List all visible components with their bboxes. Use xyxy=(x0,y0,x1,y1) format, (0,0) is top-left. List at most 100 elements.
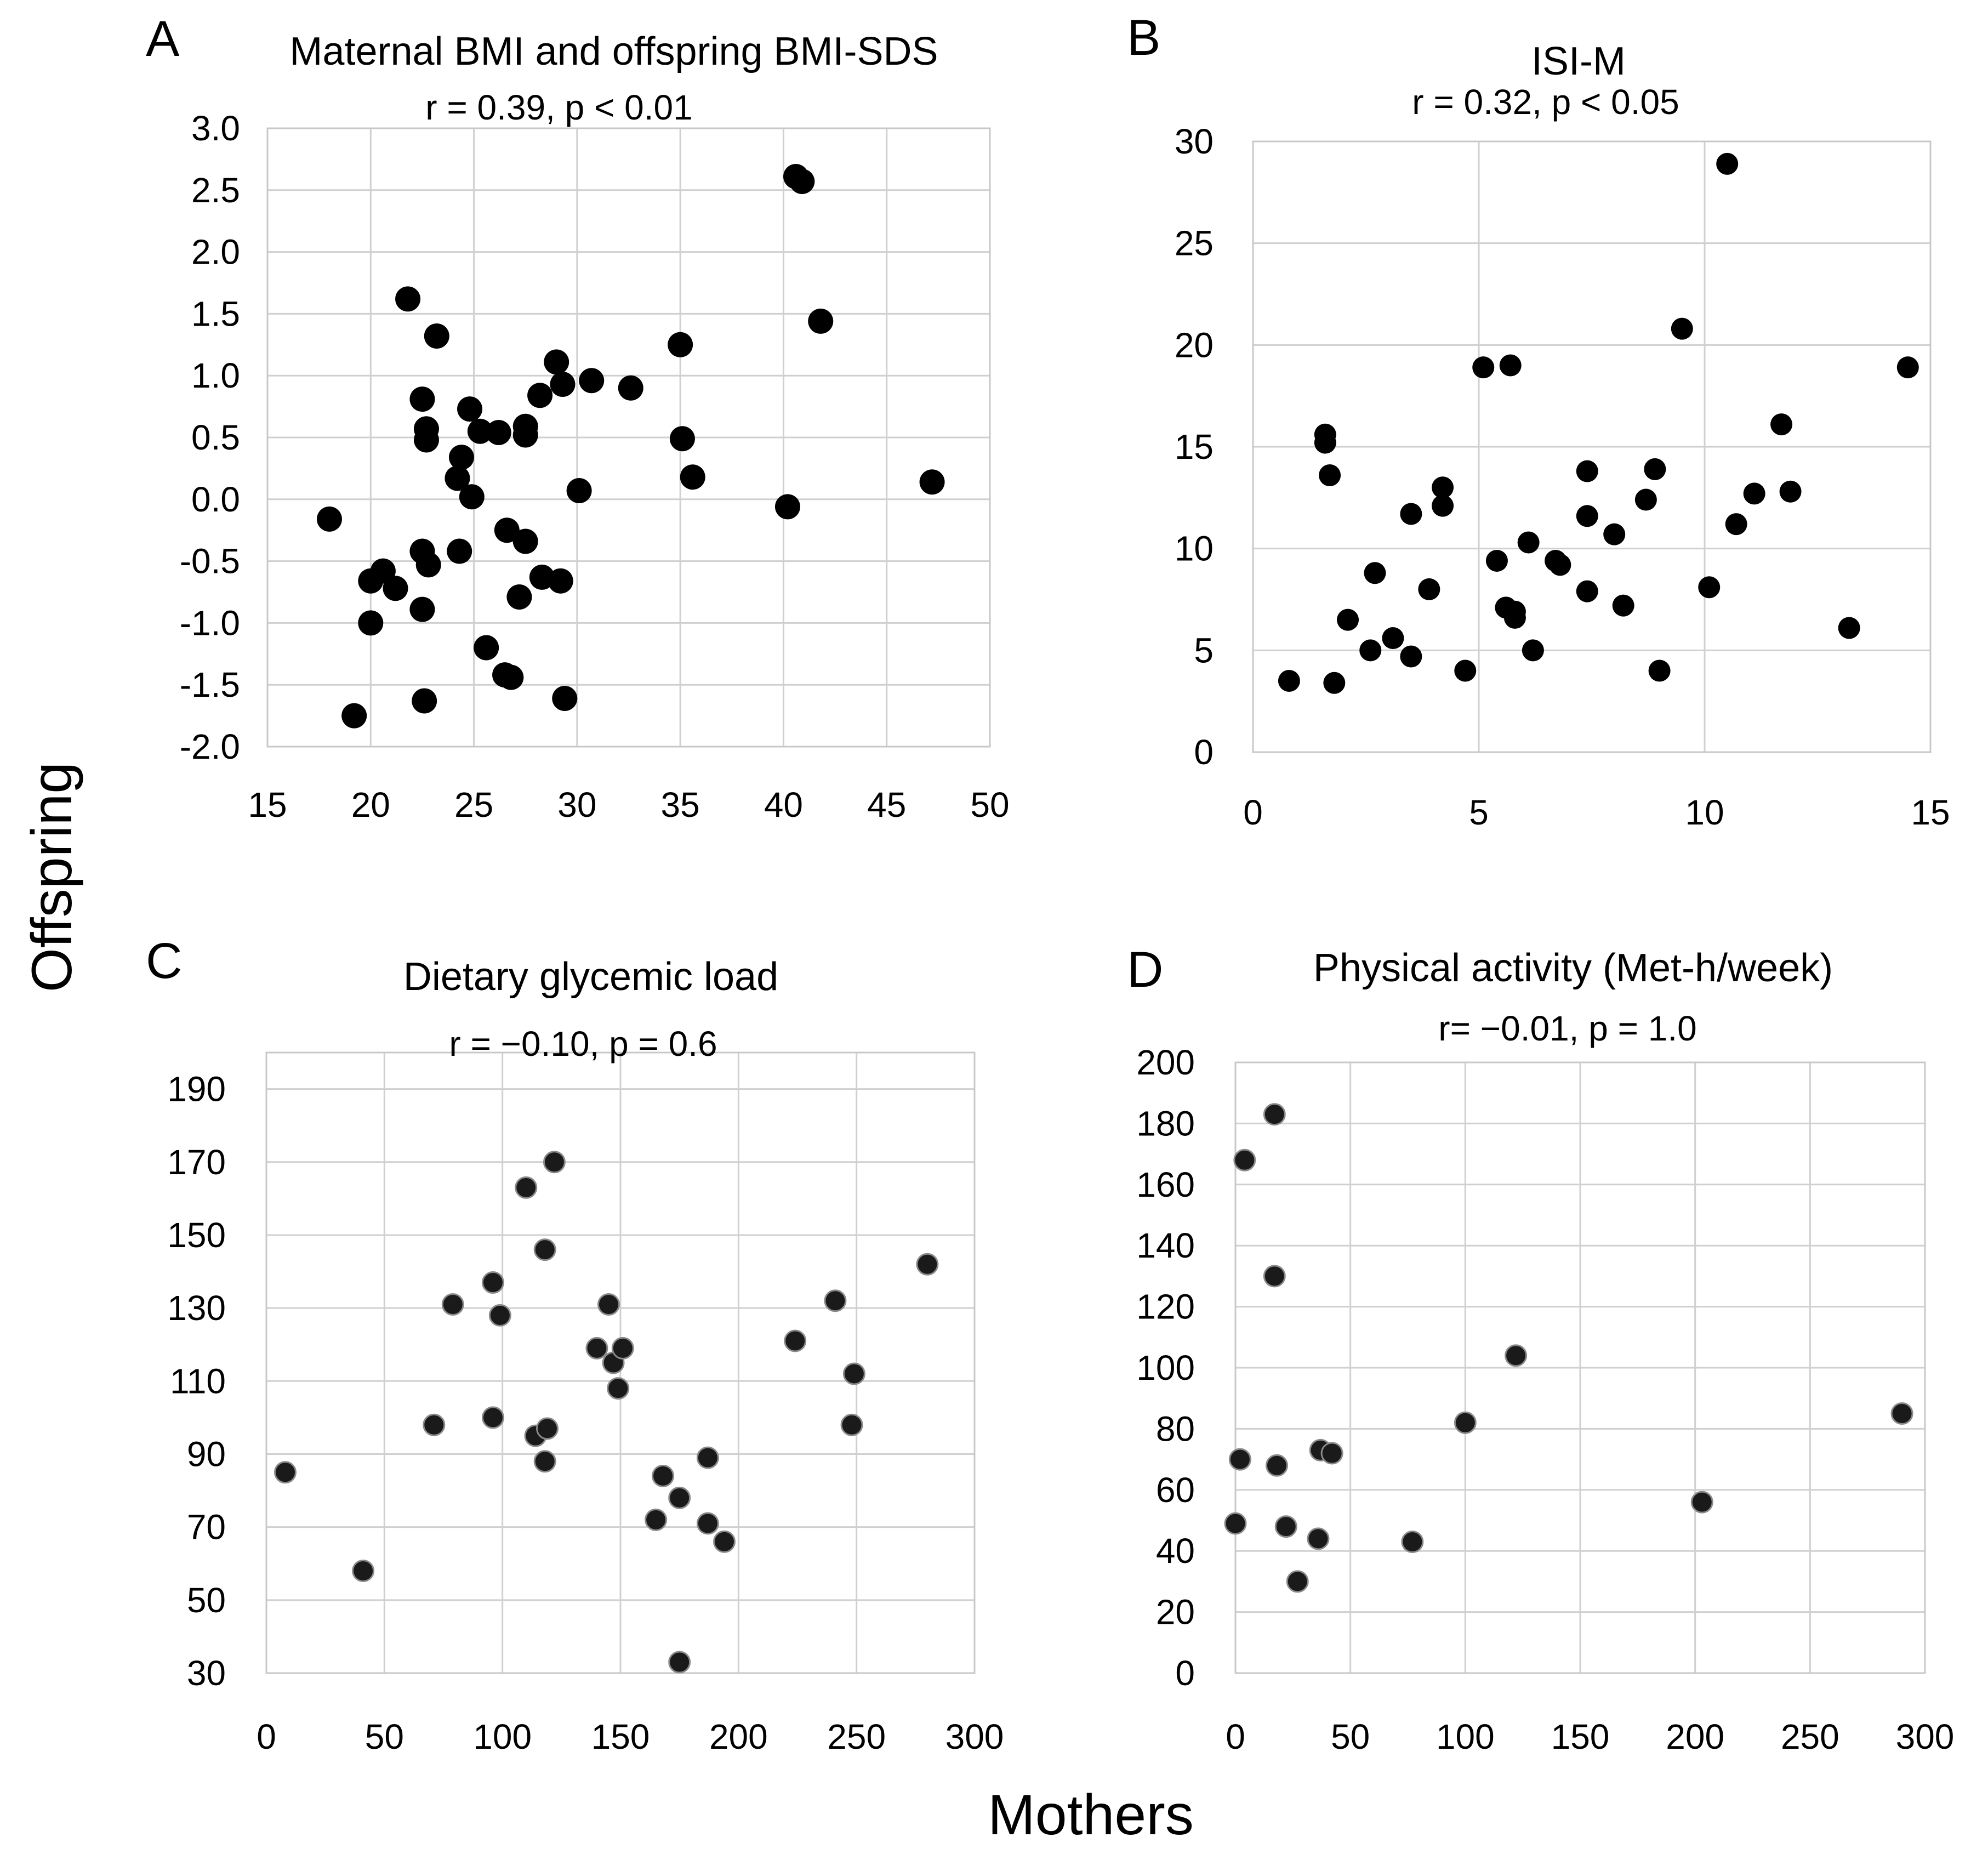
panel-b-data-point xyxy=(1432,476,1454,499)
panel-a-data-point xyxy=(548,568,573,594)
panel-a-data-point xyxy=(457,396,483,422)
panel-b-data-point xyxy=(1716,152,1739,175)
panel-c-x-tick-label: 50 xyxy=(365,1717,404,1756)
panel-d-data-point xyxy=(1307,1527,1330,1550)
panel-a-data-point xyxy=(544,349,569,375)
panel-c-data-point xyxy=(585,1337,608,1360)
panel-b-data-point xyxy=(1323,672,1346,694)
panel-d-chart: 0 50 100 150 200 250 3002001801601401201008060… xyxy=(1127,942,1954,1756)
panel-b-data-point xyxy=(1503,600,1526,623)
panel-a-y-tick-label: -2.0 xyxy=(180,727,240,766)
panel-c-data-point xyxy=(696,1446,719,1469)
panel-a-data-point xyxy=(486,419,511,445)
panel-c-data-point xyxy=(840,1413,863,1436)
panel-a-data-point xyxy=(474,635,499,661)
panel-c-data-point xyxy=(824,1289,847,1312)
panel-b-data-point xyxy=(1576,460,1598,482)
panel-b-x-tick-label: 15 xyxy=(1911,793,1950,832)
panel-c-y-tick-label: 90 xyxy=(187,1434,226,1474)
panel-d-stat: r= −0.01, p = 1.0 xyxy=(1438,1009,1696,1048)
panel-a-data-point xyxy=(395,286,421,312)
panel-a-data-point xyxy=(467,418,493,444)
panel-c-data-point xyxy=(713,1530,736,1553)
panel-d-title: Physical activity (Met-h/week) xyxy=(1313,946,1833,990)
panel-a-data-point xyxy=(774,494,800,520)
panel-b-data-point xyxy=(1576,505,1598,527)
panel-a-x-tick-label: 45 xyxy=(867,785,906,824)
panel-b-data-point xyxy=(1432,494,1454,517)
panel-c-y-tick-label: 170 xyxy=(167,1142,226,1182)
panel-a-title: Maternal BMI and offspring BMI-SDS xyxy=(289,30,938,73)
panel-c-data-point xyxy=(916,1253,939,1276)
panel-b-data-point xyxy=(1576,580,1598,602)
panel-b-data-point xyxy=(1612,594,1634,617)
panel-a-data-point xyxy=(413,427,439,453)
panel-b-data-point xyxy=(1454,659,1477,682)
panel-c-data-point xyxy=(515,1176,538,1199)
panel-b-data-point xyxy=(1838,617,1860,639)
panel-c-x-tick-label: 150 xyxy=(591,1717,650,1756)
panel-a-data-point xyxy=(358,610,384,636)
panel-d-data-point xyxy=(1505,1344,1528,1367)
panel-d-plot-area xyxy=(1234,1061,1926,1674)
panel-b-data-point xyxy=(1382,627,1404,650)
panel-b-data-point xyxy=(1337,608,1359,631)
panel-a-data-point xyxy=(316,506,342,532)
panel-d-data-point xyxy=(1265,1454,1288,1477)
panel-d-x-tick-label: 300 xyxy=(1896,1717,1955,1756)
panel-a-y-tick-label: -1.5 xyxy=(180,665,240,704)
panel-b-chart: 0 5 10 15 30 25 20 15 10 5 0 B ISI-Mr = 0.32, p < 0.… xyxy=(1127,10,1950,832)
panel-c-x-tick-label: 300 xyxy=(945,1717,1004,1756)
panel-c-data-point xyxy=(533,1238,556,1261)
panel-d-y-tick-label: 120 xyxy=(1136,1287,1195,1327)
panel-d-data-point xyxy=(1454,1411,1477,1434)
panel-c-data-point xyxy=(696,1512,719,1535)
panel-b-y-tick-label: 25 xyxy=(1175,224,1214,263)
y-axis-title: Offspring xyxy=(20,762,84,992)
panel-a-data-point xyxy=(680,464,705,490)
panel-c-x-tick-label: 250 xyxy=(827,1717,886,1756)
panel-a-data-point xyxy=(447,538,472,564)
panel-d-y-tick-label: 200 xyxy=(1136,1043,1195,1082)
panel-b-data-point xyxy=(1400,645,1422,668)
panel-a-data-point xyxy=(512,422,538,448)
panel-a-data-point xyxy=(808,308,834,334)
panel-a-data-point xyxy=(566,478,592,504)
panel-a-stat: r = 0.39, p < 0.01 xyxy=(425,88,692,127)
panel-c-data-point xyxy=(668,1651,691,1674)
panel-a-x-tick-label: 20 xyxy=(351,785,390,824)
panel-c-data-point xyxy=(668,1486,691,1509)
panel-a-data-point xyxy=(527,383,553,408)
panel-c-data-point xyxy=(481,1271,504,1294)
panel-c-y-tick-label: 130 xyxy=(167,1288,226,1328)
panel-b-data-point xyxy=(1770,413,1793,436)
panel-c-data-point xyxy=(274,1461,297,1484)
panel-c-data-point xyxy=(607,1377,630,1400)
panel-d-y-tick-label: 20 xyxy=(1156,1593,1195,1632)
panel-b-data-point xyxy=(1644,458,1666,480)
panel-c-y-tick-label: 70 xyxy=(187,1508,226,1547)
panel-d-x-tick-label: 50 xyxy=(1331,1717,1370,1756)
panel-a-data-point xyxy=(668,332,693,357)
panel-a-grid xyxy=(266,127,991,748)
panel-d-y-tick-label: 140 xyxy=(1136,1226,1195,1265)
panel-d-y-tick-label: 160 xyxy=(1136,1165,1195,1204)
panel-c-plot-area xyxy=(265,1051,976,1674)
panel-b-data-point xyxy=(1517,531,1540,554)
panel-a-data-point xyxy=(618,375,643,401)
panel-a-y-tick-label: 2.0 xyxy=(191,232,240,272)
panel-b-data-point xyxy=(1314,431,1336,454)
panel-b-x-tick-label: 10 xyxy=(1685,793,1724,832)
panel-c-letter: C xyxy=(146,933,182,989)
panel-b-data-point xyxy=(1698,576,1721,599)
panel-a-y-tick-label: 0.5 xyxy=(191,418,240,457)
panel-b-plot-area xyxy=(1252,140,1932,753)
panel-d-data-point xyxy=(1224,1512,1247,1535)
panel-a-data-point xyxy=(498,664,524,690)
panel-b-data-point xyxy=(1671,317,1693,340)
panel-c-y-tick-label: 50 xyxy=(187,1580,226,1620)
panel-a-data-point xyxy=(409,596,435,622)
panel-d-data-point xyxy=(1690,1491,1713,1514)
panel-c-data-point xyxy=(488,1304,511,1327)
panel-b-data-point xyxy=(1364,562,1386,584)
